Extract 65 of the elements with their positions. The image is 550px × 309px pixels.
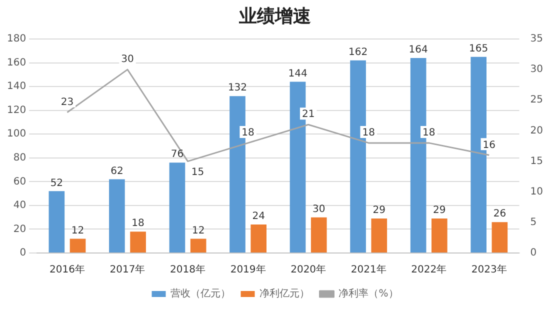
bar bbox=[48, 191, 65, 252]
y-tick-label: 80 bbox=[13, 152, 26, 164]
data-label: 29 bbox=[372, 205, 386, 216]
y2-tick-label: 10 bbox=[530, 186, 544, 198]
y-tick-label: 40 bbox=[13, 200, 26, 212]
data-label: 12 bbox=[71, 225, 84, 236]
bar bbox=[130, 232, 146, 252]
data-label: 62 bbox=[110, 166, 124, 177]
data-label: 18 bbox=[422, 128, 436, 139]
data-label: 162 bbox=[348, 46, 368, 58]
x-tick-label: 2019年 bbox=[230, 264, 266, 276]
bar bbox=[109, 179, 125, 252]
y-tick-label: 60 bbox=[13, 176, 26, 188]
y-tick-label: 20 bbox=[13, 224, 26, 235]
bar bbox=[70, 238, 86, 252]
data-label: 52 bbox=[50, 178, 64, 189]
y-tick-label: 140 bbox=[6, 81, 26, 92]
y2-tick-label: 5 bbox=[530, 217, 537, 228]
y2-tick-label: 15 bbox=[530, 156, 544, 167]
data-label: 164 bbox=[408, 44, 428, 56]
y2-tick-label: 20 bbox=[530, 125, 544, 136]
bar bbox=[190, 238, 206, 252]
x-tick-label: 2020年 bbox=[290, 264, 326, 276]
data-label: 18 bbox=[132, 218, 144, 230]
y2-tick-label: 30 bbox=[530, 64, 544, 76]
y2-tick-label: 25 bbox=[530, 94, 544, 106]
x-tick-label: 2022年 bbox=[411, 264, 447, 276]
x-tick-label: 2016年 bbox=[49, 264, 85, 276]
data-label: 144 bbox=[288, 68, 308, 80]
y2-tick-label: 0 bbox=[530, 248, 537, 259]
x-tick-label: 2018年 bbox=[170, 264, 206, 276]
y-tick-label: 100 bbox=[6, 128, 26, 140]
data-label: 132 bbox=[228, 82, 248, 94]
x-tick-label: 2023年 bbox=[471, 264, 507, 276]
bar bbox=[169, 162, 186, 252]
data-label: 76 bbox=[170, 149, 184, 160]
legend-label: 净利亿元） bbox=[260, 288, 310, 300]
data-label: 30 bbox=[312, 204, 326, 215]
y-tick-label: 180 bbox=[6, 34, 26, 45]
data-label: 165 bbox=[469, 43, 488, 54]
bar bbox=[492, 222, 508, 252]
data-label: 12 bbox=[192, 225, 205, 236]
data-label: 18 bbox=[362, 128, 375, 139]
y2-tick-label: 35 bbox=[530, 34, 544, 45]
data-label: 26 bbox=[493, 208, 506, 220]
data-label: 30 bbox=[121, 54, 134, 66]
bar bbox=[310, 217, 327, 252]
y-tick-label: 160 bbox=[6, 57, 26, 68]
y-tick-label: 120 bbox=[6, 104, 26, 116]
data-label: 29 bbox=[433, 205, 446, 216]
legend-label: 净利率（%） bbox=[338, 288, 398, 300]
data-label: 23 bbox=[60, 96, 74, 108]
data-label: 16 bbox=[482, 140, 496, 151]
data-label: 21 bbox=[302, 109, 315, 120]
legend-label: 营收（亿元） bbox=[170, 288, 231, 300]
data-label: 15 bbox=[191, 166, 204, 178]
bar bbox=[432, 218, 448, 252]
data-label: 18 bbox=[242, 128, 254, 139]
bar bbox=[250, 224, 267, 252]
bar bbox=[371, 218, 388, 252]
data-label: 24 bbox=[252, 211, 265, 222]
y-tick-label: 0 bbox=[20, 248, 26, 259]
chart-title: 业绩增速 bbox=[238, 5, 312, 29]
x-tick-label: 2017年 bbox=[110, 264, 146, 276]
x-tick-label: 2021年 bbox=[350, 264, 386, 276]
